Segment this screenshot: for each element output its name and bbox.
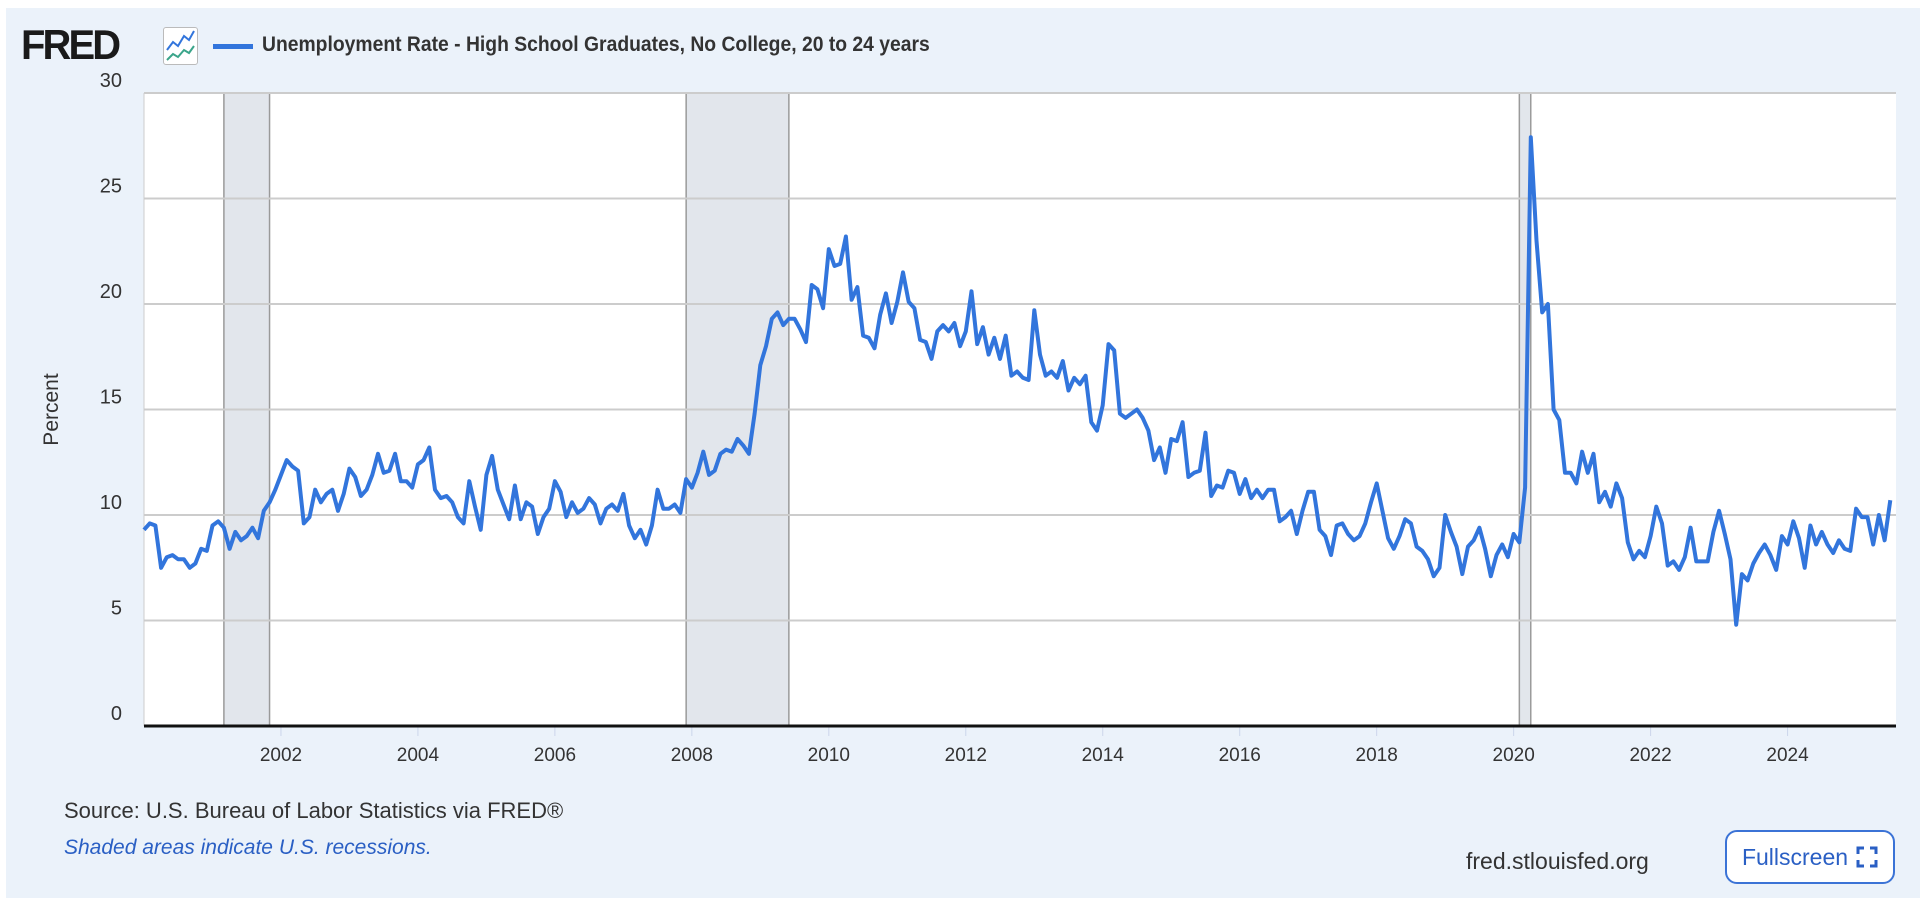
fred-logo[interactable]: FRED bbox=[21, 21, 121, 68]
x-tick-label: 2002 bbox=[260, 745, 302, 766]
legend-swatch bbox=[213, 44, 253, 49]
y-tick-label: 0 bbox=[111, 703, 122, 725]
x-tick-label: 2012 bbox=[945, 745, 987, 766]
recession-note: Shaded areas indicate U.S. recessions. bbox=[64, 836, 432, 859]
y-axis-label: Percent bbox=[40, 373, 63, 446]
x-tick-label: 2008 bbox=[671, 745, 713, 766]
x-tick-label: 2024 bbox=[1766, 745, 1809, 766]
x-tick-label: 2020 bbox=[1493, 745, 1535, 766]
site-link[interactable]: fred.stlouisfed.org bbox=[1466, 848, 1649, 874]
x-tick-label: 2018 bbox=[1356, 745, 1398, 766]
y-tick-label: 30 bbox=[100, 70, 122, 92]
line-chart-icon bbox=[163, 27, 198, 65]
source-note: Source: U.S. Bureau of Labor Statistics … bbox=[64, 798, 564, 823]
x-tick-label: 2006 bbox=[534, 745, 576, 766]
y-tick-label: 5 bbox=[111, 598, 122, 620]
fullscreen-icon bbox=[1856, 846, 1878, 868]
series-title: Unemployment Rate - High School Graduate… bbox=[262, 33, 930, 56]
x-tick-label: 2016 bbox=[1219, 745, 1261, 766]
y-tick-label: 15 bbox=[100, 387, 122, 409]
x-tick-label: 2014 bbox=[1082, 745, 1125, 766]
series-line bbox=[142, 135, 1893, 627]
y-tick-label: 25 bbox=[100, 176, 122, 198]
x-tick-label: 2022 bbox=[1629, 745, 1671, 766]
y-tick-label: 20 bbox=[100, 281, 122, 303]
fullscreen-button[interactable]: Fullscreen bbox=[1725, 830, 1895, 884]
fullscreen-label: Fullscreen bbox=[1741, 843, 1849, 870]
y-tick-label: 10 bbox=[100, 492, 122, 514]
x-tick-label: 2010 bbox=[808, 745, 850, 766]
x-tick-label: 2004 bbox=[397, 745, 440, 766]
